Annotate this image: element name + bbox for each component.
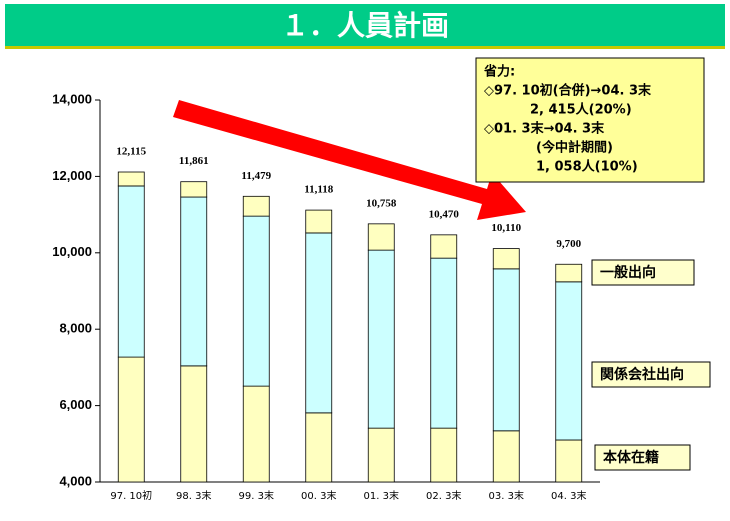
bar-segment [305, 209, 333, 234]
x-tick-label: 02. 3末 [426, 489, 461, 502]
x-tick-label: 01. 3末 [364, 489, 399, 502]
x-tick-label: 97. 10初 [110, 489, 152, 502]
y-tick-label: 10,000 [52, 244, 92, 259]
bar-segment [367, 223, 395, 251]
annotation-line: 1, 058人(10%) [536, 159, 638, 175]
annotation-line: 2, 415人(20%) [530, 102, 632, 118]
bar-segment [492, 430, 520, 483]
bar-segment [180, 196, 208, 367]
y-tick-label: 8,000 [59, 321, 92, 336]
bar-segment [305, 232, 333, 414]
y-tick-label: 14,000 [52, 91, 92, 106]
bar-segment [242, 215, 270, 387]
bar-segment [492, 268, 520, 432]
bar-segment [242, 385, 270, 483]
y-tick-label: 6,000 [59, 397, 92, 412]
legend-label: 一般出向 [600, 264, 656, 281]
bar-segment [180, 181, 208, 198]
x-tick-label: 00. 3末 [301, 489, 336, 502]
x-tick-label: 03. 3末 [489, 489, 524, 502]
chart-title: １．人員計画 [281, 9, 449, 42]
title-banner [5, 4, 725, 46]
total-label: 11,118 [304, 184, 334, 196]
legend-label: 本体在籍 [603, 449, 659, 466]
y-tick-label: 12,000 [52, 168, 92, 183]
total-label: 12,115 [116, 146, 146, 158]
bar-segment [430, 257, 458, 429]
total-label: 10,110 [491, 222, 521, 234]
bar-segment [430, 427, 458, 483]
x-tick-label: 04. 3末 [551, 489, 586, 502]
legend-box [591, 259, 695, 286]
annotation-line: (今中計期間) [536, 140, 613, 156]
legend-label: 関係会社出向 [600, 366, 684, 383]
legend-box [591, 361, 711, 388]
bar-segment [117, 185, 145, 358]
bar-segment [430, 234, 458, 259]
trend-arrow [173, 100, 526, 220]
bar-segment [492, 248, 520, 270]
bar-segment [242, 195, 270, 217]
bar-segment [117, 356, 145, 483]
total-label: 11,861 [179, 155, 209, 167]
total-label: 11,479 [241, 170, 271, 182]
total-label: 10,758 [366, 197, 397, 209]
x-tick-label: 98. 3末 [176, 489, 211, 502]
total-label: 9,700 [556, 238, 581, 250]
x-tick-label: 99. 3末 [239, 489, 274, 502]
bar-segment [555, 263, 583, 283]
total-label: 10,470 [429, 208, 460, 220]
title-underline [5, 46, 725, 49]
bar-segment [305, 412, 333, 483]
y-tick-label: 4,000 [59, 473, 92, 488]
bar-segment [367, 249, 395, 429]
bar-segment [180, 365, 208, 483]
annotation-line: ◇01. 3末→04. 3末 [484, 121, 605, 137]
bar-segment [555, 281, 583, 441]
bar-segment [367, 427, 395, 483]
bar-segment [117, 171, 145, 187]
legend-box [594, 444, 691, 471]
annotation-line: 省力: [483, 64, 515, 80]
bar-segment [555, 439, 583, 483]
annotation-box [475, 57, 705, 183]
annotation-line: ◇97. 10初(合併)→04. 3末 [484, 83, 652, 99]
